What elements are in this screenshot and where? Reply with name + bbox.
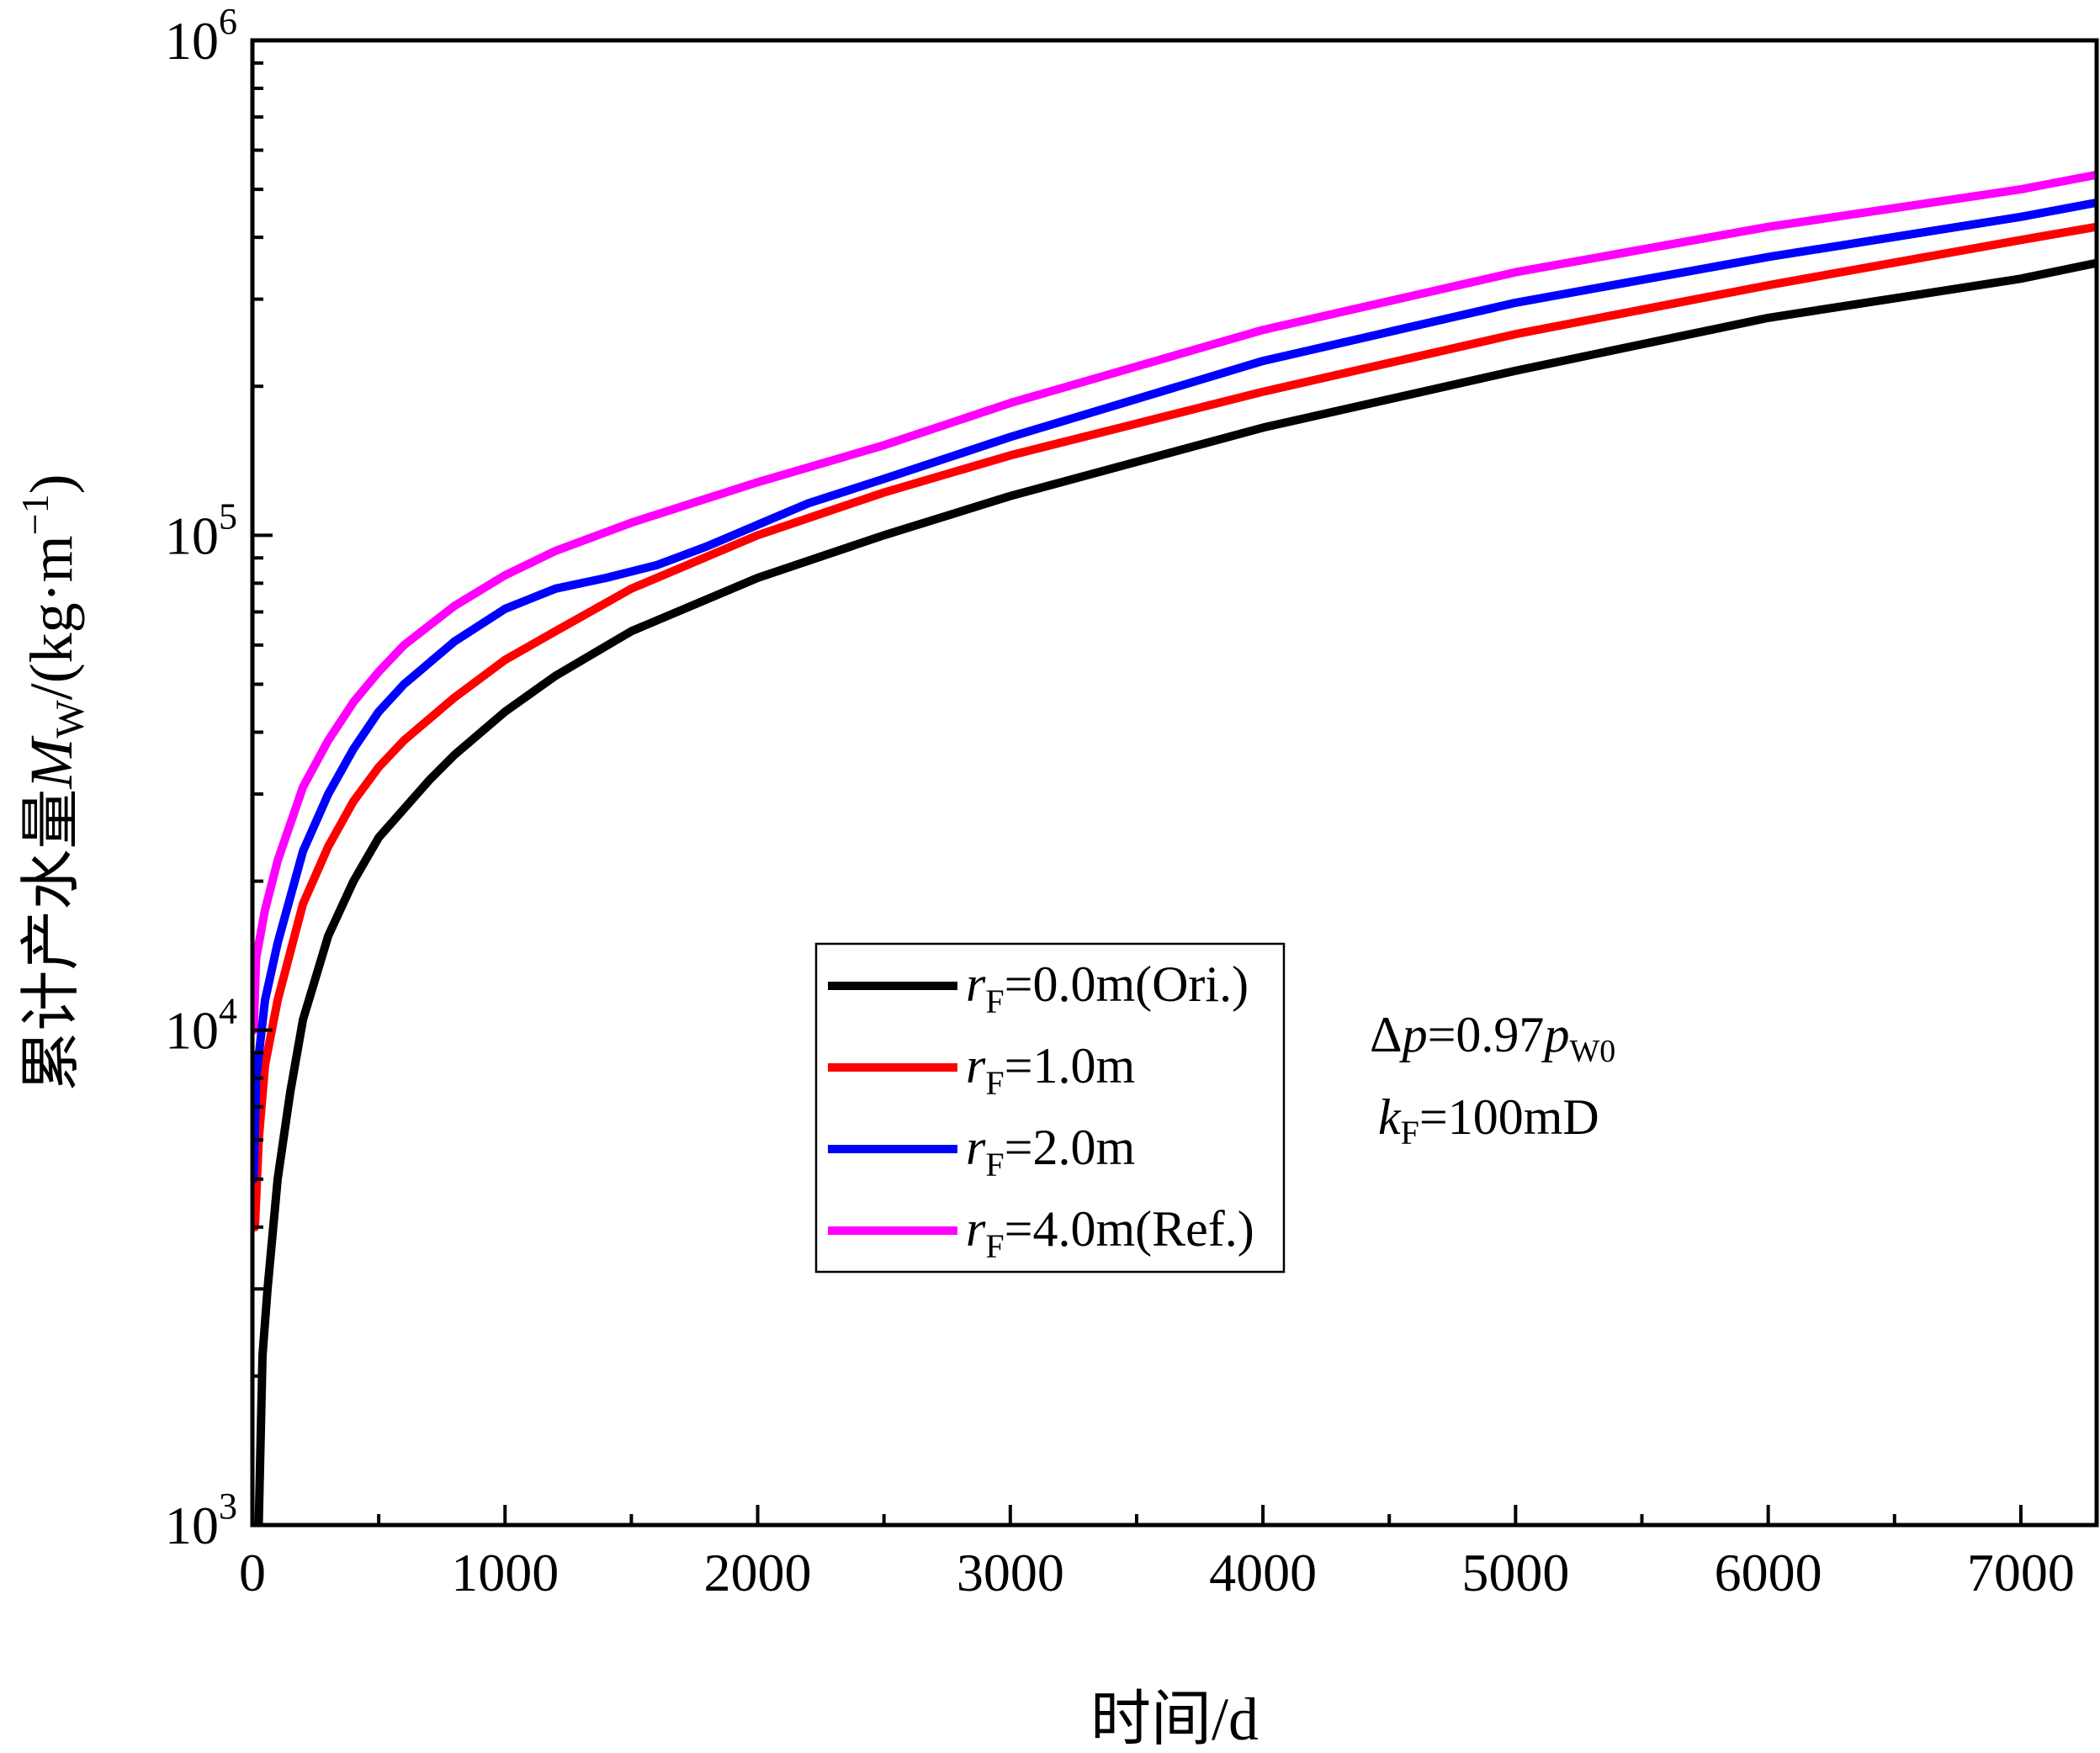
annotation-permeability-value: =100mD xyxy=(1419,1089,1599,1145)
x-tick-label: 0 xyxy=(239,1543,266,1602)
annotation-permeability-symbol: k xyxy=(1378,1089,1402,1145)
series-layer xyxy=(252,170,2097,1525)
annotation-permeability: kF=100mD xyxy=(1378,1089,1599,1152)
legend-label-1: rF=1.0m xyxy=(966,1038,1135,1102)
annotation-pressure-delta: Δ xyxy=(1370,1007,1403,1062)
y-axis-title-unit-close: ) xyxy=(18,474,85,494)
annotations: Δp=0.97pW0 kF=100mD xyxy=(1370,1007,1615,1152)
series-line-1 xyxy=(252,222,2097,1231)
y-axis-title-symbol: M xyxy=(18,735,85,790)
y-axis-title-prefix: 累计产水量 xyxy=(18,789,85,1092)
y-tick-label: 106 xyxy=(165,1,237,71)
series-line-3 xyxy=(252,170,2097,1035)
x-tick-label: 7000 xyxy=(1967,1543,2075,1602)
legend-label-3: rF=4.0m(Ref.) xyxy=(966,1201,1254,1265)
annotation-pressure-symbol: p xyxy=(1399,1007,1428,1062)
x-tick-label: 5000 xyxy=(1461,1543,1569,1602)
legend-label-2: rF=2.0m xyxy=(966,1120,1135,1184)
y-tick-label: 105 xyxy=(165,495,237,565)
axis-ticks: 0 1000 2000 3000 4000 5000 6000 7000 103 104 105 10… xyxy=(165,1,2075,1602)
annotation-permeability-subscript: F xyxy=(1401,1114,1419,1152)
y-axis-title: 累计产水量MW/(kg·m−1) xyxy=(13,474,93,1091)
x-tick-label: 4000 xyxy=(1209,1543,1317,1602)
series-line-2 xyxy=(252,198,2097,1184)
y-axis-title-exponent: −1 xyxy=(13,494,56,535)
plot-frame xyxy=(250,38,2099,1528)
x-tick-label: 3000 xyxy=(957,1543,1064,1602)
annotation-pressure: Δp=0.97pW0 xyxy=(1370,1007,1615,1069)
x-axis-title: 时间/d xyxy=(1090,1686,1259,1753)
x-tick-label: 6000 xyxy=(1715,1543,1822,1602)
legend: rF=0.0m(Ori.) rF=1.0m rF=2.0m rF=4.0m(Ref.) xyxy=(814,942,1286,1274)
x-tick-label: 2000 xyxy=(704,1543,812,1602)
y-tick-label: 104 xyxy=(165,991,237,1061)
x-tick-label: 1000 xyxy=(451,1543,559,1602)
annotation-pressure-subscript: W0 xyxy=(1569,1034,1615,1069)
annotation-pressure-value: =0.97 xyxy=(1428,1007,1545,1062)
annotation-pressure-symbol-2: p xyxy=(1541,1007,1569,1062)
y-axis-title-unit: /(kg·m xyxy=(18,535,85,700)
y-tick-label: 103 xyxy=(165,1486,237,1555)
series-line-0 xyxy=(254,258,2097,1525)
legend-label-0: rF=0.0m(Ori.) xyxy=(966,956,1249,1020)
y-axis-title-subscript: W xyxy=(48,700,93,739)
legend-box xyxy=(814,942,1286,1274)
